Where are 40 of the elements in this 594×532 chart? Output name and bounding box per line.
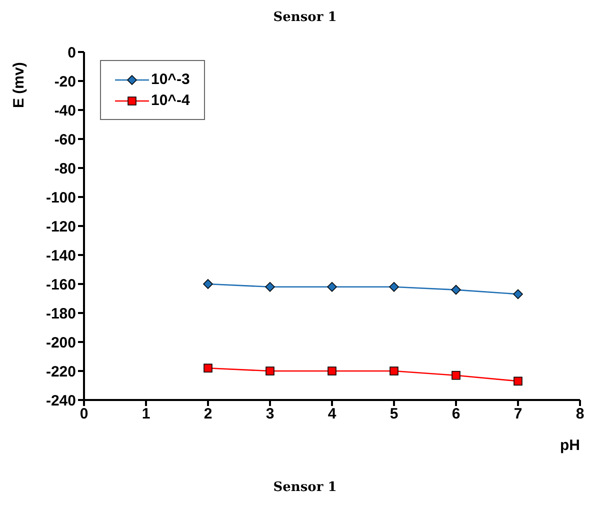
x-tick-label: 0: [80, 406, 88, 423]
y-tick-label: -160: [46, 276, 76, 294]
point: [514, 376, 522, 386]
y-tick-label: 0: [68, 44, 76, 62]
point: [390, 366, 398, 376]
point: [327, 282, 337, 292]
point: [203, 279, 213, 289]
legend-label: 10^-4: [151, 92, 190, 109]
y-tick-label: -180: [46, 305, 76, 322]
y-tick-label: -100: [46, 189, 76, 206]
y-tick-label: -80: [54, 160, 76, 178]
y-axis-title: E (mv): [10, 62, 28, 108]
x-tick-label: 5: [390, 406, 398, 423]
y-tick-label: -240: [46, 392, 76, 410]
point: [451, 284, 461, 295]
point: [328, 366, 336, 376]
x-tick-label: 6: [452, 406, 460, 423]
y-tick-label: -120: [46, 218, 76, 236]
point: [389, 282, 399, 292]
point: [265, 282, 275, 292]
chart-title: Sensor 1: [272, 10, 338, 27]
y-tick-label: -200: [46, 334, 76, 352]
point: [204, 364, 212, 372]
point: [513, 289, 523, 300]
text: Sensor 1: [272, 480, 338, 495]
x-tick-label: 1: [142, 406, 150, 423]
y-tick-label: -220: [46, 363, 76, 380]
x-tick-label: 7: [514, 406, 522, 423]
x-tick-label: 8: [576, 406, 584, 423]
x-axis-title: pH: [560, 437, 580, 454]
x-tick-label: 3: [266, 406, 274, 423]
y-tick-label: -60: [54, 131, 76, 148]
y-tick-label: -40: [54, 102, 76, 120]
x-tick-label: 4: [328, 406, 337, 423]
y-tick-label: -140: [46, 247, 76, 264]
point: [452, 370, 460, 380]
x-tick-label: 2: [204, 406, 212, 423]
point: [266, 366, 274, 376]
legend-label: 10^-3: [151, 71, 190, 88]
y-tick-label: -20: [54, 73, 76, 90]
